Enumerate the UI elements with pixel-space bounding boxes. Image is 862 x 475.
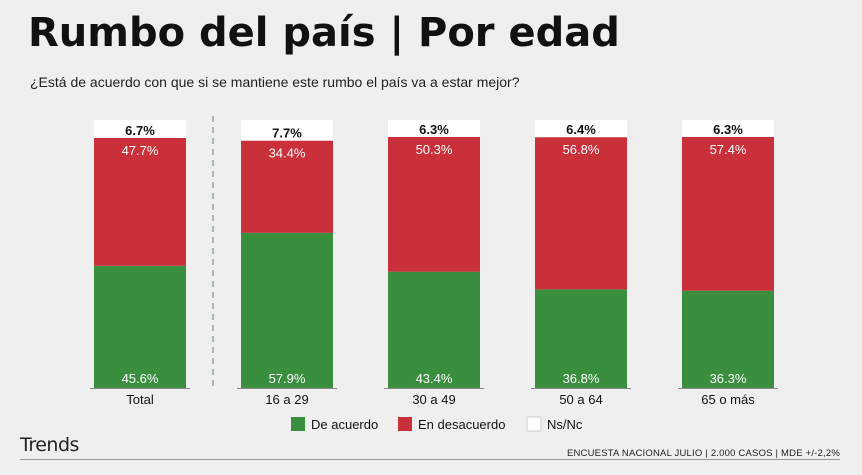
category-label-50-a-64: 50 a 64	[559, 392, 602, 407]
bar-en-desacuerdo-30-a-49	[388, 136, 480, 272]
data-label-en-desacuerdo-65-o-mas: 57.4%	[710, 142, 747, 157]
bar-ns-nc-50-a-64	[535, 120, 627, 138]
data-label-de-acuerdo-65-o-mas: 36.3%	[710, 371, 747, 386]
data-label-en-desacuerdo-16-a-29: 34.4%	[269, 146, 306, 161]
bar-ns-nc-65-o-mas	[682, 120, 774, 137]
data-label-ns-nc-16-a-29: 7.7%	[272, 126, 302, 141]
data-label-de-acuerdo-total: 45.6%	[122, 371, 159, 386]
bar-en-desacuerdo-total	[94, 137, 186, 266]
footer-divider	[20, 459, 840, 460]
data-label-ns-nc-30-a-49: 6.3%	[419, 122, 449, 137]
legend-swatch-de-acuerdo	[291, 417, 305, 431]
data-label-de-acuerdo-50-a-64: 36.8%	[563, 371, 600, 386]
bar-de-acuerdo-total	[94, 265, 186, 388]
bar-de-acuerdo-16-a-29	[241, 232, 333, 388]
brand-logo: Trends	[20, 434, 79, 456]
chart-subtitle: ¿Está de acuerdo con que si se mantiene …	[30, 74, 520, 90]
category-label-65-o-mas: 65 o más	[701, 392, 755, 407]
bar-en-desacuerdo-50-a-64	[535, 137, 627, 290]
legend-swatch-ns-nc	[526, 416, 542, 432]
page-title: Rumbo del país | Por edad	[28, 10, 620, 56]
bar-en-desacuerdo-65-o-mas	[682, 136, 774, 291]
legend-label-en-desacuerdo: En desacuerdo	[418, 417, 505, 432]
data-label-ns-nc-total: 6.7%	[125, 123, 155, 138]
data-label-en-desacuerdo-50-a-64: 56.8%	[563, 142, 600, 157]
survey-note: ENCUESTA NACIONAL JULIO | 2.000 CASOS | …	[566, 448, 840, 459]
category-label-30-a-49: 30 a 49	[412, 392, 455, 407]
data-label-ns-nc-65-o-mas: 6.3%	[713, 122, 743, 137]
bar-de-acuerdo-30-a-49	[388, 271, 480, 388]
category-label-16-a-29: 16 a 29	[265, 392, 308, 407]
data-label-de-acuerdo-30-a-49: 43.4%	[416, 371, 453, 386]
legend-label-de-acuerdo: De acuerdo	[311, 417, 378, 432]
data-label-en-desacuerdo-total: 47.7%	[122, 143, 159, 158]
bar-ns-nc-16-a-29	[241, 120, 333, 141]
bar-ns-nc-30-a-49	[388, 120, 480, 137]
bar-ns-nc-total	[94, 120, 186, 138]
bar-de-acuerdo-65-o-mas	[682, 290, 774, 388]
data-label-de-acuerdo-16-a-29: 57.9%	[269, 371, 306, 386]
category-label-total: Total	[126, 392, 154, 407]
bar-de-acuerdo-50-a-64	[535, 289, 627, 388]
legend-label-ns-nc: Ns/Nc	[547, 417, 583, 432]
legend-swatch-en-desacuerdo	[398, 417, 412, 431]
data-label-ns-nc-50-a-64: 6.4%	[566, 122, 596, 137]
data-label-en-desacuerdo-30-a-49: 50.3%	[416, 142, 453, 157]
bar-en-desacuerdo-16-a-29	[241, 140, 333, 233]
